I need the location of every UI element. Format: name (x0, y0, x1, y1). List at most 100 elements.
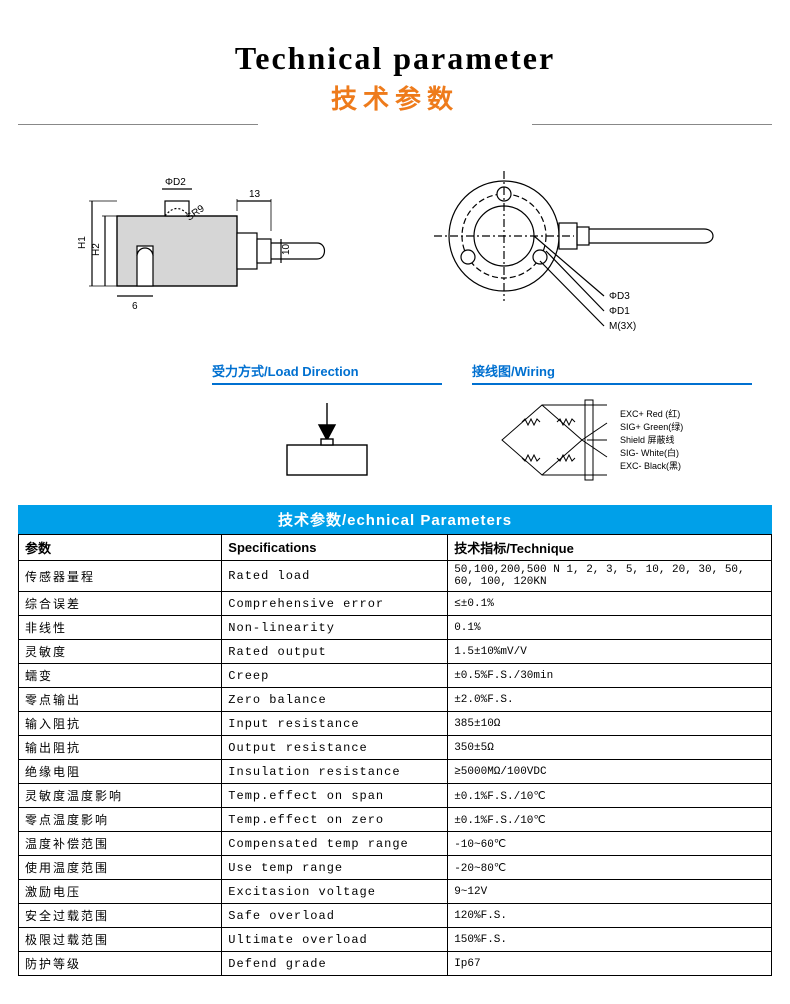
title-block: Technical parameter 技术参数 (18, 40, 772, 116)
table-cell: Temp.effect on zero (222, 808, 448, 832)
table-cell: Excitasion voltage (222, 880, 448, 904)
th-param: 参数 (19, 535, 222, 561)
svg-text:H1: H1 (77, 236, 88, 249)
table-cell: Compensated temp range (222, 832, 448, 856)
table-head-row: 参数 Specifications 技术指标/Technique (19, 535, 772, 561)
engineering-diagrams: H1 H2 6 ΦD2 SR9 13 10 (18, 161, 772, 341)
table-row: 防护等级Defend gradeIp67 (19, 952, 772, 976)
table-row: 激励电压Excitasion voltage9~12V (19, 880, 772, 904)
table-cell: ±2.0%F.S. (448, 688, 772, 712)
table-cell: Input resistance (222, 712, 448, 736)
table-cell: Ultimate overload (222, 928, 448, 952)
table-cell: -20~80℃ (448, 856, 772, 880)
th-tech: 技术指标/Technique (448, 535, 772, 561)
table-row: 非线性Non-linearity0.1% (19, 616, 772, 640)
table-cell: 零点温度影响 (19, 808, 222, 832)
table-cell: 激励电压 (19, 880, 222, 904)
table-row: 零点温度影响Temp.effect on zero±0.1%F.S./10℃ (19, 808, 772, 832)
table-row: 输出阻抗Output resistance350±5Ω (19, 736, 772, 760)
table-cell: Use temp range (222, 856, 448, 880)
wire-shield: Shield 屏蔽线 (620, 434, 683, 447)
main-title: Technical parameter (18, 40, 772, 77)
table-row: 极限过载范围Ultimate overload150%F.S. (19, 928, 772, 952)
table-cell: 非线性 (19, 616, 222, 640)
svg-text:M(3X): M(3X) (609, 321, 636, 332)
table-cell: 输出阻抗 (19, 736, 222, 760)
table-row: 输入阻抗Input resistance385±10Ω (19, 712, 772, 736)
secondary-diagrams: 受力方式/Load Direction 接线图/Wiring (18, 361, 772, 505)
table-cell: Rated load (222, 561, 448, 592)
svg-text:H2: H2 (91, 243, 102, 256)
table-cell: 0.1% (448, 616, 772, 640)
table-cell: 绝缘电阻 (19, 760, 222, 784)
table-cell: 385±10Ω (448, 712, 772, 736)
table-cell: 安全过载范围 (19, 904, 222, 928)
svg-text:ΦD2: ΦD2 (165, 177, 186, 188)
table-cell: Safe overload (222, 904, 448, 928)
table-row: 安全过载范围Safe overload120%F.S. (19, 904, 772, 928)
wiring-box: 接线图/Wiring (472, 361, 752, 485)
table-row: 零点输出Zero balance±2.0%F.S. (19, 688, 772, 712)
table-row: 绝缘电阻Insulation resistance≥5000MΩ/100VDC (19, 760, 772, 784)
table-cell: ≤±0.1% (448, 592, 772, 616)
table-row: 灵敏度温度影响Temp.effect on span±0.1%F.S./10℃ (19, 784, 772, 808)
table-row: 蠕变Creep±0.5%F.S./30min (19, 664, 772, 688)
spec-table: 参数 Specifications 技术指标/Technique 传感器量程Ra… (18, 534, 772, 976)
top-view-diagram: ΦD3 ΦD1 M(3X) (404, 161, 734, 341)
table-cell: 9~12V (448, 880, 772, 904)
divider-right (532, 124, 772, 125)
table-cell: Temp.effect on span (222, 784, 448, 808)
table-cell: 350±5Ω (448, 736, 772, 760)
table-cell: -10~60℃ (448, 832, 772, 856)
table-row: 温度补偿范围Compensated temp range-10~60℃ (19, 832, 772, 856)
table-cell: 使用温度范围 (19, 856, 222, 880)
table-row: 传感器量程Rated load50,100,200,500 N 1, 2, 3,… (19, 561, 772, 592)
table-cell: ±0.1%F.S./10℃ (448, 808, 772, 832)
load-direction-label: 受力方式/Load Direction (212, 361, 442, 385)
wire-sig-minus: SIG- White(白) (620, 447, 683, 460)
th-spec: Specifications (222, 535, 448, 561)
table-cell: ±0.1%F.S./10℃ (448, 784, 772, 808)
table-cell: 150%F.S. (448, 928, 772, 952)
table-cell: 1.5±10%mV/V (448, 640, 772, 664)
table-cell: Creep (222, 664, 448, 688)
table-cell: Non-linearity (222, 616, 448, 640)
table-cell: ≥5000MΩ/100VDC (448, 760, 772, 784)
table-cell: Insulation resistance (222, 760, 448, 784)
table-cell: Output resistance (222, 736, 448, 760)
wiring-legend: EXC+ Red (红) SIG+ Green(绿) Shield 屏蔽线 SI… (620, 408, 683, 473)
load-direction-box: 受力方式/Load Direction (212, 361, 442, 485)
table-cell: 综合误差 (19, 592, 222, 616)
svg-text:6: 6 (132, 301, 138, 312)
svg-text:ΦD3: ΦD3 (609, 291, 630, 302)
table-cell: 零点输出 (19, 688, 222, 712)
side-view-diagram: H1 H2 6 ΦD2 SR9 13 10 (57, 161, 347, 341)
table-cell: 输入阻抗 (19, 712, 222, 736)
table-cell: ±0.5%F.S./30min (448, 664, 772, 688)
table-cell: 50,100,200,500 N 1, 2, 3, 5, 10, 20, 30,… (448, 561, 772, 592)
table-row: 使用温度范围Use temp range-20~80℃ (19, 856, 772, 880)
wire-sig-plus: SIG+ Green(绿) (620, 421, 683, 434)
divider-left (18, 124, 258, 125)
svg-text:13: 13 (249, 189, 261, 200)
table-cell: Rated output (222, 640, 448, 664)
sub-title: 技术参数 (18, 79, 772, 116)
table-cell: Zero balance (222, 688, 448, 712)
wiring-label: 接线图/Wiring (472, 361, 752, 385)
table-cell: Defend grade (222, 952, 448, 976)
wire-exc-plus: EXC+ Red (红) (620, 408, 683, 421)
table-cell: Comprehensive error (222, 592, 448, 616)
table-cell: 蠕变 (19, 664, 222, 688)
table-row: 综合误差Comprehensive error≤±0.1% (19, 592, 772, 616)
table-cell: 传感器量程 (19, 561, 222, 592)
table-banner: 技术参数/echnical Parameters (18, 505, 772, 534)
wire-exc-minus: EXC- Black(黑) (620, 460, 683, 473)
table-cell: 灵敏度 (19, 640, 222, 664)
table-row: 灵敏度Rated output1.5±10%mV/V (19, 640, 772, 664)
svg-text:10: 10 (281, 243, 292, 255)
table-cell: 温度补偿范围 (19, 832, 222, 856)
svg-text:ΦD1: ΦD1 (609, 306, 630, 317)
table-cell: Ip67 (448, 952, 772, 976)
table-cell: 极限过载范围 (19, 928, 222, 952)
table-cell: 120%F.S. (448, 904, 772, 928)
